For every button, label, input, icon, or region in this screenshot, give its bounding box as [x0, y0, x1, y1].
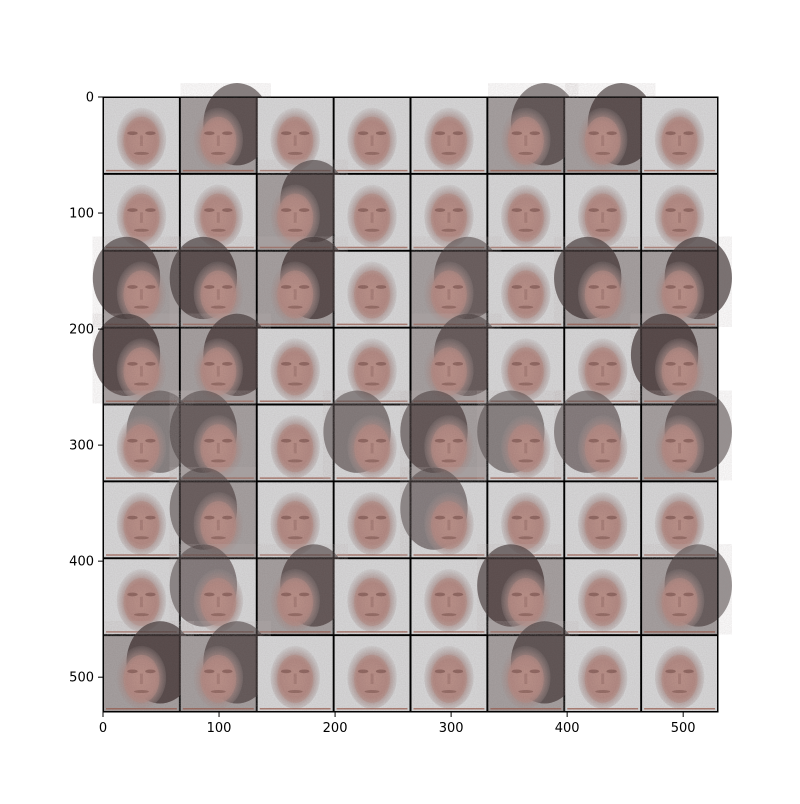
image-tile: [169, 236, 256, 327]
image-tile: [334, 98, 410, 173]
image-tile: [642, 544, 732, 635]
axes: [102, 96, 719, 713]
image-tile: [488, 482, 564, 558]
image-tile: [411, 313, 502, 404]
image-tile: [323, 390, 410, 481]
image-tile: [334, 482, 410, 558]
image-tile: [565, 174, 641, 250]
image-tile: [257, 98, 333, 173]
y-axis: 0 100 200 300 400 500: [69, 91, 103, 686]
image-tile: [180, 621, 271, 711]
x-tick-label: 100: [207, 721, 232, 736]
image-tile: [334, 636, 410, 711]
image-tile: [400, 390, 487, 481]
image-tile: [630, 313, 717, 404]
image-tile: [169, 467, 256, 558]
image-tile: [104, 621, 194, 711]
image-tile: [565, 559, 641, 635]
image-tile: [400, 467, 487, 558]
image-tile: [488, 174, 564, 250]
image-tile: [642, 482, 717, 558]
image-tile: [554, 236, 641, 327]
image-tile: [565, 482, 641, 558]
image-tile: [104, 559, 179, 635]
image-tile: [488, 83, 579, 173]
image-tile: [488, 328, 564, 404]
image-tile: [180, 174, 256, 250]
image-tile: [477, 390, 564, 481]
y-tick-label: 400: [69, 555, 94, 570]
image-tile: [477, 544, 564, 635]
image-tile: [642, 174, 717, 250]
image-tile: [257, 159, 348, 250]
image-tiles: [92, 83, 732, 712]
axes-frame: [102, 96, 719, 713]
y-tick-label: 300: [69, 439, 94, 454]
x-tick-label: 200: [323, 721, 348, 736]
image-tile: [257, 328, 333, 404]
image-tile: [565, 328, 641, 404]
x-tick-label: 300: [439, 721, 464, 736]
image-tile: [642, 390, 732, 481]
image-tile: [565, 83, 656, 173]
image-tile: [257, 636, 333, 711]
image-tile: [92, 236, 179, 327]
image-tile: [642, 98, 717, 173]
image-tile: [488, 621, 579, 711]
x-tick-label: 400: [555, 721, 580, 736]
image-tile: [104, 98, 179, 173]
image-tile: [411, 236, 502, 327]
image-tile: [257, 236, 348, 327]
image-tile: [104, 174, 179, 250]
image-tile: [104, 482, 179, 558]
image-tile: [257, 482, 333, 558]
x-tick-label: 500: [671, 721, 696, 736]
image-tile: [565, 636, 641, 711]
image-tile: [642, 636, 717, 711]
y-tick-label: 500: [69, 671, 94, 686]
image-tile: [257, 544, 348, 635]
image-tile: [334, 251, 410, 327]
image-tile: [411, 174, 487, 250]
x-axis: 0 100 200 300 400 500: [99, 712, 696, 736]
image-tile: [334, 328, 410, 404]
image-tile: [257, 405, 333, 481]
x-tick-label: 0: [99, 721, 107, 736]
image-tile: [334, 559, 410, 635]
image-tile: [488, 251, 564, 327]
image-tile: [411, 636, 487, 711]
image-tile: [554, 390, 641, 481]
image-tile: [334, 174, 410, 250]
y-tick-label: 200: [69, 323, 94, 338]
image-tile: [642, 236, 732, 327]
image-tile: [169, 390, 256, 481]
image-tile: [411, 98, 487, 173]
y-tick-label: 100: [69, 207, 94, 222]
y-tick-label: 0: [86, 91, 94, 106]
image-tile: [180, 83, 271, 173]
image-tile: [411, 559, 487, 635]
